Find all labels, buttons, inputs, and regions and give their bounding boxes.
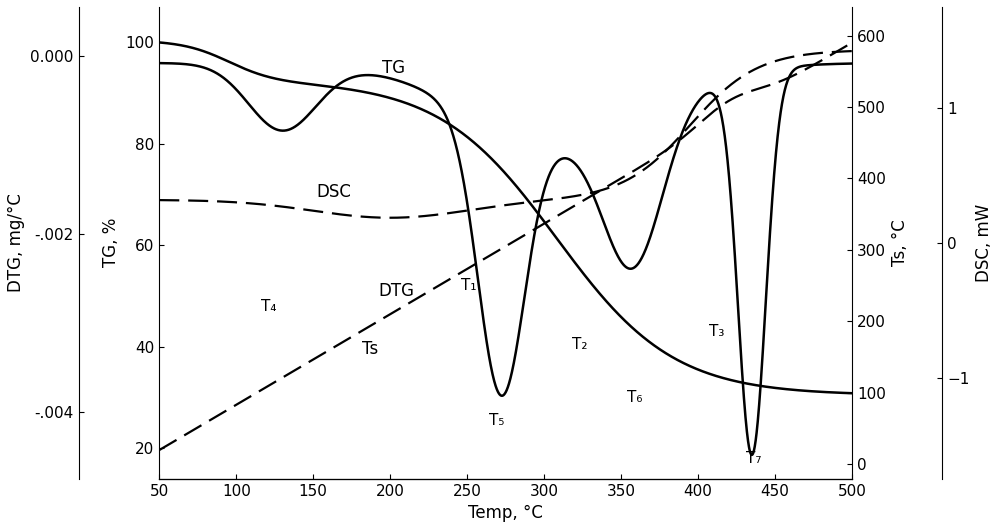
Text: TG: TG: [382, 59, 406, 77]
Text: DTG: DTG: [378, 282, 414, 300]
Text: T₅: T₅: [489, 413, 504, 428]
Text: DSC: DSC: [316, 183, 351, 201]
Text: T₆: T₆: [627, 390, 643, 405]
Text: Ts: Ts: [362, 340, 379, 358]
X-axis label: Temp, °C: Temp, °C: [468, 504, 543, 522]
Y-axis label: Ts, °C: Ts, °C: [891, 220, 909, 266]
Text: T₄: T₄: [261, 299, 276, 314]
Text: T₃: T₃: [709, 324, 724, 339]
Y-axis label: DSC, mW: DSC, mW: [975, 204, 993, 282]
Y-axis label: TG, %: TG, %: [102, 218, 120, 268]
Y-axis label: DTG, mg/°C: DTG, mg/°C: [7, 194, 25, 292]
Text: T₇: T₇: [746, 451, 761, 466]
Text: T₂: T₂: [572, 337, 587, 352]
Text: T₁: T₁: [461, 278, 476, 294]
